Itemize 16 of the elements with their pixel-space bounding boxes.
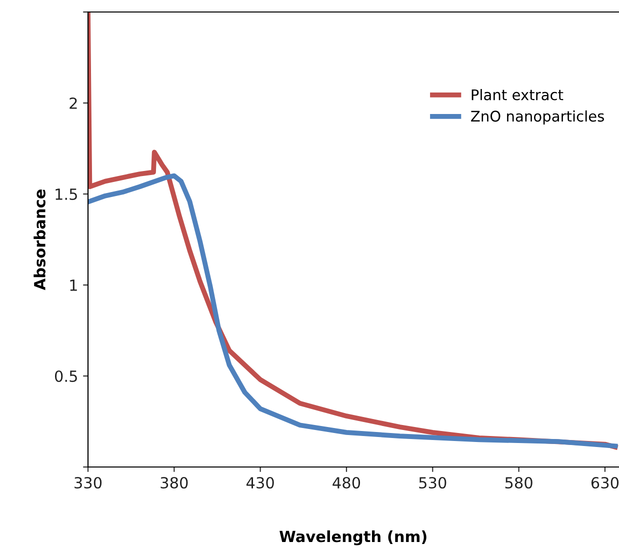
x-tick-label: 630 bbox=[591, 476, 619, 489]
line-series bbox=[88, 173, 618, 448]
x-tick-label: 580 bbox=[505, 476, 532, 489]
x-tick-label: 380 bbox=[160, 476, 188, 489]
x-axis-title: Wavelength (nm) bbox=[280, 530, 426, 546]
x-tick-label: 530 bbox=[419, 476, 446, 489]
y-tick-label: 0.5 bbox=[54, 370, 77, 382]
y-tick-label: 1 bbox=[70, 280, 77, 291]
y-axis-title: Absorbance bbox=[34, 190, 46, 290]
y-tick-label: 2 bbox=[70, 97, 77, 109]
legend-label: Plant extract bbox=[472, 89, 564, 100]
x-tick-label: 480 bbox=[332, 476, 360, 489]
y-tick-label: 1.5 bbox=[56, 188, 77, 200]
x-tick-label: 330 bbox=[74, 476, 102, 489]
x-tick-label: 430 bbox=[246, 476, 274, 489]
legend-label: ZnO nanoparticles bbox=[471, 110, 604, 125]
